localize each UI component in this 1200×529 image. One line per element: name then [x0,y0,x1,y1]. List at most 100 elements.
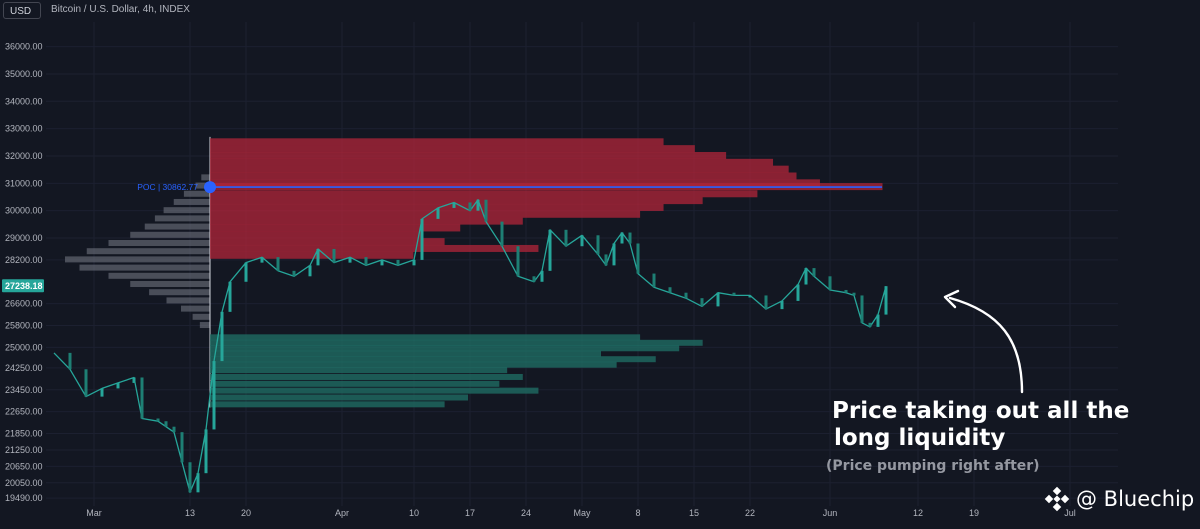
buy-liquidity-profile [210,334,703,408]
y-tick-label: 21250.00 [5,445,43,455]
candle [612,243,616,266]
y-tick-label: 36000.00 [5,42,43,52]
candle [828,276,832,290]
y-tick-label: 23450.00 [5,385,43,395]
candle [652,273,656,288]
left-profile-bar [183,190,210,197]
current-price-badge [2,279,44,293]
sell-level-bar [210,151,727,159]
candle [844,289,848,293]
left-profile-bar [86,248,210,255]
left-profile-bar [154,215,210,222]
sell-level-bar [210,203,664,211]
sell-level-bar [210,224,461,232]
left-profile-bar [130,231,210,238]
left-volume-profile [65,136,211,408]
buy-level-bar [210,367,508,374]
candle [868,322,872,327]
candle [188,462,192,493]
left-profile-bar [199,322,210,329]
x-tick-label: 20 [241,508,251,518]
poc-line-group: POC | 30862.77 [137,181,882,194]
left-profile-bar [108,272,210,279]
poc-label: POC | 30862.77 [137,182,198,192]
annotation-main-line2: long liquidity [834,425,1006,451]
candle [468,202,472,211]
candle [564,229,568,247]
y-tick-label: 29000.00 [5,233,43,243]
buy-level-bar [210,401,445,408]
candle [452,202,456,208]
sell-level-bar [210,217,523,225]
annotation-arrow-group [943,289,1024,394]
candle [484,199,488,222]
chart-title: Bitcoin / U.S. Dollar, 4h, INDEX [51,4,190,15]
candle [668,287,672,293]
y-tick-label: 22650.00 [5,407,43,417]
x-tick-label: 22 [745,508,755,518]
candle [684,292,688,299]
x-tick-label: 10 [409,508,419,518]
currency-button[interactable]: USD [3,2,41,19]
candle [164,421,168,427]
left-profile-bar [181,305,210,312]
left-profile-bar [163,207,210,214]
x-tick-label: 13 [185,508,195,518]
x-tick-label: 8 [635,508,640,518]
candle [620,232,624,244]
watermark: @ Bluechip [1044,486,1194,512]
buy-level-bar [210,387,539,394]
candle [476,199,480,211]
sell-level-bar [210,231,422,239]
current-price-label: 27238.18 [5,281,43,291]
left-profile-bar [144,223,210,230]
left-profile-bar [108,239,210,246]
sell-level-bar [210,190,758,198]
y-tick-label: 20050.00 [5,478,43,488]
sell-level-bar [210,179,820,187]
candle [804,268,808,285]
candle [732,292,736,296]
y-tick-label: 31000.00 [5,178,43,188]
buy-level-bar [210,339,703,346]
annotation-sub: (Price pumping right after) [826,458,1040,474]
annotation-main-line1: Price taking out all the [832,398,1130,424]
candle [380,259,384,266]
buy-level-bar [210,380,500,387]
candle [244,262,248,282]
sell-level-bar [210,251,414,259]
candle [636,243,640,274]
y-axis: 36000.00 35000.00 34000.00 33000.00 32000.00… [5,42,43,503]
candle [812,268,816,277]
candle [748,295,752,298]
candle [412,259,416,266]
x-tick-label: 17 [465,508,475,518]
candle [68,352,72,370]
candle [180,432,184,463]
x-tick-label: Apr [335,508,349,518]
candle [204,429,208,474]
annotation-arrow [948,296,1024,394]
x-tick-label: 15 [689,508,699,518]
candle [860,295,864,323]
candle [540,270,544,282]
sell-level-bar [210,238,445,246]
sell-level-bar [210,172,797,180]
x-tick-label: 12 [913,508,923,518]
candle [156,418,160,422]
sell-level-bar [210,165,789,173]
y-tick-label: 28200.00 [5,255,43,265]
candle [140,377,144,419]
left-profile-bar [65,256,210,263]
y-tick-label: 25800.00 [5,321,43,331]
candle [436,207,440,219]
y-tick-label: 24250.00 [5,363,43,373]
left-profile-bar [195,182,210,189]
y-tick-label: 26600.00 [5,299,43,309]
candle [292,270,296,277]
y-tick-label: 30000.00 [5,206,43,216]
buy-level-bar [210,356,656,363]
sell-level-bar [210,244,539,252]
